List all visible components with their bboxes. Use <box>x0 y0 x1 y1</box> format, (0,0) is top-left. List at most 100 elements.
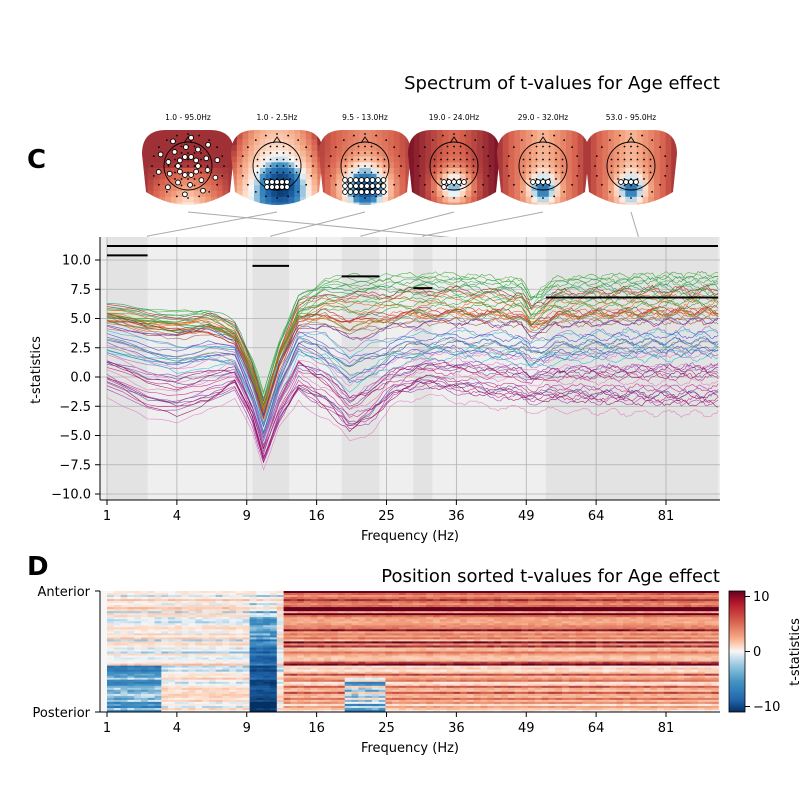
heatmap-cell <box>229 607 237 610</box>
heatmap-cell <box>385 635 393 638</box>
sensor-dot <box>610 165 613 167</box>
heatmap-cell <box>181 607 190 610</box>
topomap-cell <box>259 145 267 152</box>
topomap-cell <box>477 185 484 192</box>
heatmap-cell <box>534 591 543 594</box>
heatmap-cell <box>670 643 678 646</box>
topomap-cell <box>311 156 318 163</box>
heatmap-cell <box>215 651 224 654</box>
heatmap-cell <box>141 633 149 636</box>
heatmap-cell <box>303 629 312 632</box>
topomap-cell <box>596 139 603 146</box>
heatmap-cell <box>337 631 346 634</box>
heatmap-cell <box>650 593 658 596</box>
heatmap-cell <box>358 633 366 636</box>
heatmap-cell <box>371 595 380 598</box>
heatmap-cell <box>487 625 495 628</box>
significant-sensor-marker <box>284 179 290 185</box>
topomap-cell <box>613 150 621 158</box>
heatmap-cell <box>657 621 665 624</box>
topomap-cell <box>342 168 349 175</box>
heatmap-cell <box>337 603 346 606</box>
topomap-cell <box>142 133 149 140</box>
topomap-cell <box>548 130 556 135</box>
heatmap-cell <box>595 617 604 620</box>
heatmap-cell <box>283 593 291 596</box>
topomap-cell <box>554 156 561 163</box>
heatmap-cell <box>670 615 678 618</box>
heatmap-cell <box>337 649 346 652</box>
heatmap-cell <box>412 611 420 614</box>
topomap-cell <box>336 162 343 169</box>
heatmap-cell <box>385 647 393 650</box>
heatmap-cell <box>405 595 414 598</box>
topomap-cell <box>471 145 478 152</box>
heatmap-cell <box>426 623 434 626</box>
heatmap-cell <box>181 617 190 620</box>
topomap-cell <box>665 185 672 192</box>
topomap-cell <box>442 173 449 181</box>
heatmap-cell <box>365 629 373 632</box>
heatmap-cell <box>711 615 719 618</box>
sensor-dot <box>489 165 491 167</box>
heatmap-cell <box>229 617 237 620</box>
topomap-cell <box>259 156 267 163</box>
heatmap-cell <box>378 619 386 622</box>
heatmap-cell <box>161 619 169 622</box>
topomap-cell <box>142 185 149 192</box>
heatmap-cell <box>704 591 712 594</box>
topomap-cell <box>347 202 355 205</box>
topomap-cell <box>497 208 503 214</box>
topomap-cell <box>182 185 189 192</box>
heatmap-cell <box>623 623 631 626</box>
heatmap-cell <box>541 627 549 630</box>
heatmap-cell <box>473 637 482 640</box>
topomap-cell <box>613 130 621 135</box>
topomap-cell <box>654 130 661 135</box>
heatmap-cell <box>174 599 183 602</box>
topomap-cell <box>489 122 495 128</box>
sensor-dot <box>529 158 531 161</box>
topomap-cell <box>376 179 383 186</box>
heatmap-cell <box>534 627 543 630</box>
sensor-dot <box>433 165 436 167</box>
heatmap-cell <box>399 617 407 620</box>
heatmap-cell <box>236 591 244 594</box>
heatmap-cell <box>113 611 122 614</box>
topomap-cell <box>537 162 544 169</box>
heatmap-cell <box>263 603 271 606</box>
heatmap-cell <box>283 623 291 626</box>
topomap-cell <box>170 133 178 140</box>
heatmap-cell <box>195 649 203 652</box>
heatmap-cell <box>399 649 407 652</box>
heatmap-cell <box>528 625 536 628</box>
heatmap-cell <box>290 617 298 620</box>
topomap-cell <box>236 196 244 204</box>
topomap-cell <box>254 196 261 204</box>
topomap-cell <box>228 145 234 152</box>
heatmap-cell <box>371 637 380 640</box>
sensor-dot <box>364 133 366 135</box>
heatmap-cell <box>541 609 549 612</box>
heatmap-cell <box>168 601 176 604</box>
sensor-dot <box>289 171 291 174</box>
topomap-cell <box>631 191 638 198</box>
heatmap-cell <box>134 651 142 654</box>
topomap-cell <box>147 196 155 204</box>
heatmap-cell <box>480 639 488 642</box>
topomap-cell <box>509 122 515 128</box>
sensor-dot <box>351 165 353 167</box>
topomap-cell <box>399 191 406 198</box>
topomap-cell <box>578 208 584 214</box>
topomap-cell <box>483 208 489 214</box>
heatmap-cell <box>636 605 645 608</box>
sensor-dot <box>276 165 278 167</box>
heatmap-cell <box>487 603 495 606</box>
topomap-cell <box>414 122 420 128</box>
heatmap-cell <box>256 613 264 616</box>
significant-sensor-marker <box>203 155 210 162</box>
heatmap-cell <box>704 607 712 610</box>
heatmap-cell <box>331 597 339 600</box>
heatmap-cell <box>562 651 570 654</box>
heatmap-cell <box>283 607 291 610</box>
